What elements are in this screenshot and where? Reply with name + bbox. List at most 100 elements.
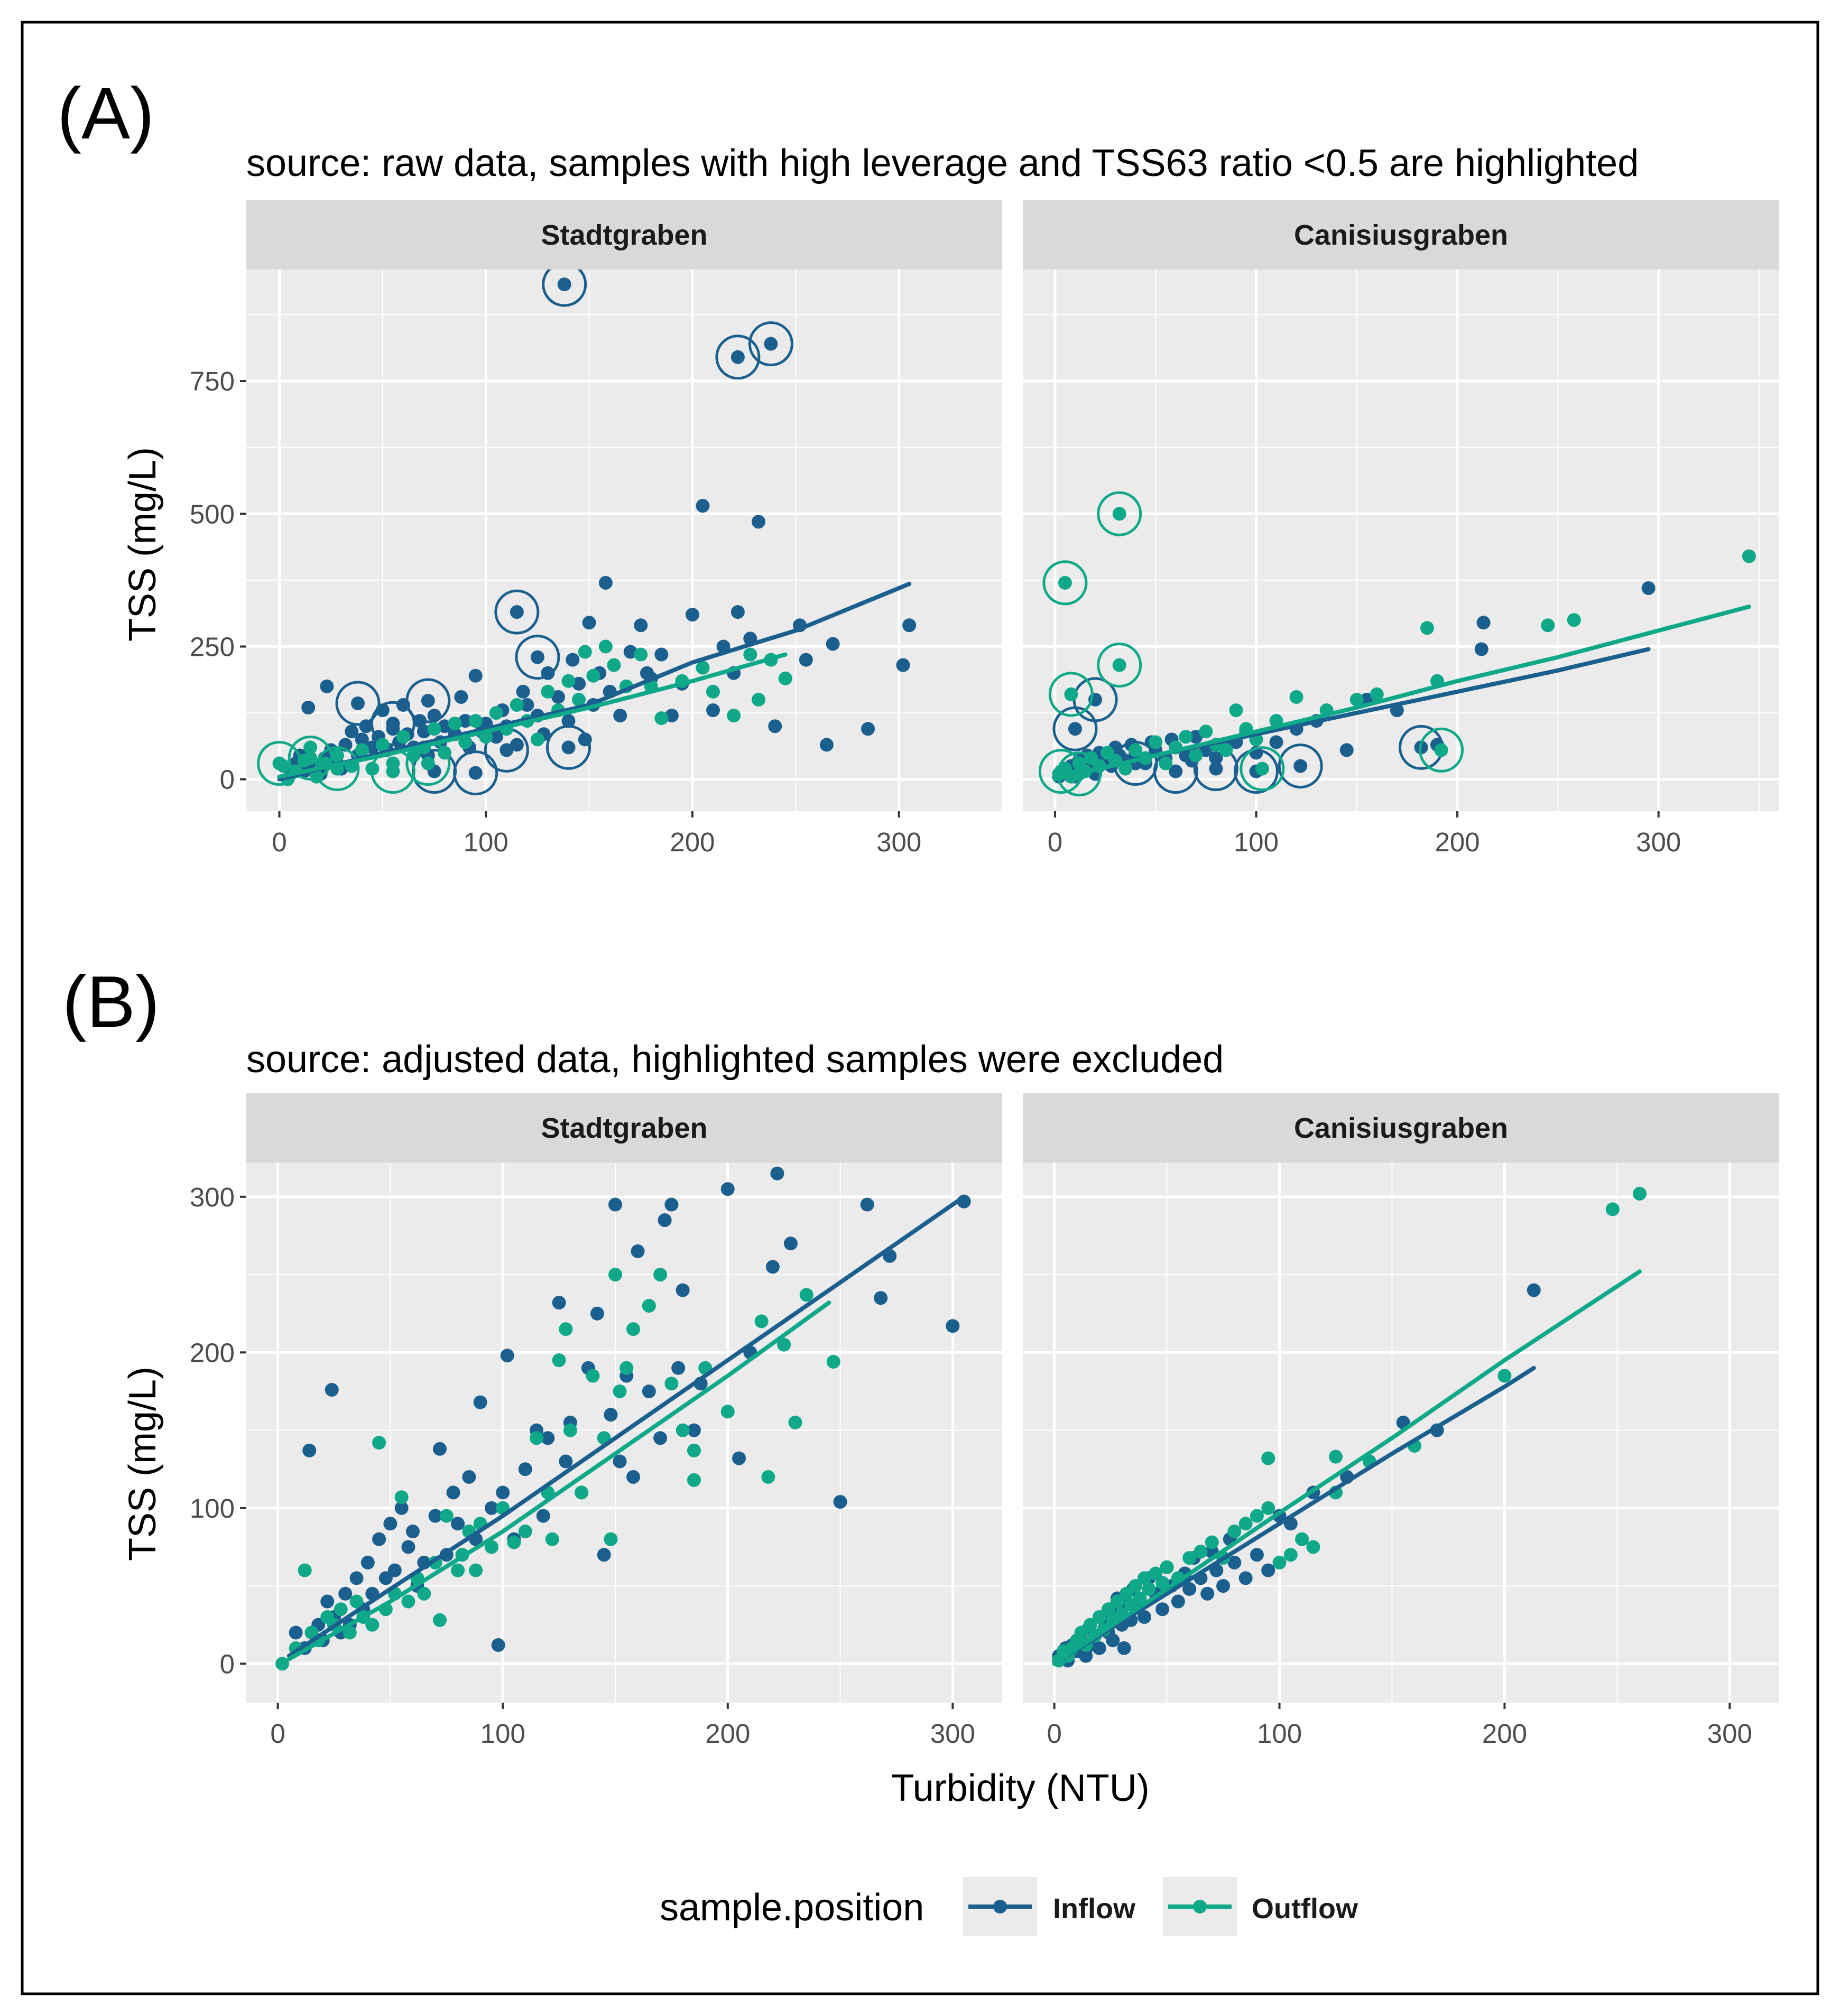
data-point-inflow [552,1296,566,1310]
highlighted-point-inflow [510,605,524,619]
facet-strip [1023,1093,1779,1163]
data-point-outflow [607,658,621,672]
data-point-outflow [578,645,592,659]
highlighted-point-inflow [468,766,483,780]
data-point-inflow [561,714,576,728]
highlighted-point-inflow [386,717,400,731]
data-point-inflow [289,1625,303,1640]
data-point-outflow [620,1361,634,1375]
data-point-outflow [1189,748,1203,763]
data-point-outflow [451,1563,465,1577]
highlighted-point-inflow [561,740,576,755]
highlighted-point-inflow [1068,722,1082,736]
data-point-outflow [788,1415,802,1429]
data-point-inflow [826,637,840,651]
data-point-outflow [330,748,344,763]
data-point-inflow [676,1283,690,1297]
data-point-outflow [1182,1551,1197,1565]
data-point-inflow [664,1197,679,1212]
x-tick-label: 0 [1048,827,1062,857]
data-point-outflow [1160,1560,1174,1574]
data-point-outflow [778,671,792,685]
highlighted-point-inflow [1293,759,1308,773]
plot-background [1023,270,1779,811]
data-point-outflow [563,1423,577,1437]
data-point-inflow [438,719,452,733]
data-point-outflow [1227,1525,1242,1539]
highlighted-point-inflow [557,277,571,292]
fit-line-outflow [1052,1269,1642,1666]
data-point-outflow [586,668,600,683]
highlight-ring-outflow [1097,643,1142,688]
data-point-inflow [946,1319,960,1333]
data-point-outflow [743,647,757,662]
fit-line-outflow [286,1300,831,1661]
data-point-inflow [613,709,627,723]
data-point-inflow [608,1197,622,1212]
data-point-inflow [518,1462,532,1476]
x-tick-label: 300 [1707,1718,1752,1749]
data-point-outflow [530,732,544,747]
highlighted-point-outflow [1058,575,1072,590]
highlighted-point-outflow [421,756,435,770]
data-point-outflow [1199,724,1213,739]
facet-panels: 0 100 200 300 0 250 500 750 Stadtgraben 0 100 200 30… [190,200,1779,1749]
data-point-inflow [433,1442,447,1456]
x-tick-label: 0 [270,1718,285,1749]
data-point-inflow [590,1306,604,1321]
data-point-outflow [572,692,586,707]
x-tick-label: 300 [930,1718,975,1749]
data-point-inflow [874,1291,888,1305]
data-point-outflow [676,1423,690,1437]
data-point-inflow [768,719,782,733]
data-point-outflow [1289,690,1303,704]
data-point-outflow [1159,756,1173,770]
data-point-outflow [396,730,410,744]
data-point-outflow [298,1563,312,1577]
data-point-inflow [428,1509,442,1523]
facet-strip [246,1093,1002,1163]
data-point-inflow [664,709,679,723]
facet-strip-label: Canisiusgraben [1294,219,1508,251]
data-point-outflow [334,1602,348,1616]
data-point-inflow [468,668,483,683]
data-point-outflow [696,661,710,675]
data-marks [1052,1186,1647,1668]
data-point-outflow [448,717,462,731]
data-point-outflow [642,1298,656,1313]
legend-title: sample.position [660,1887,924,1929]
data-point-inflow [765,1260,780,1274]
data-point-outflow [687,1473,701,1487]
highlight-ring-inflow [335,681,381,726]
data-point-inflow [613,1454,627,1469]
data-point-outflow [1101,1602,1115,1616]
highlight-ring-inflow [748,321,793,367]
highlight-ring-inflow [542,270,587,307]
highlight-ring-inflow [546,724,591,770]
legend-point-outflow [1193,1900,1207,1913]
data-point-outflow [1420,621,1434,635]
highlight-ring-inflow [715,335,761,380]
data-point-inflow [623,645,637,659]
data-point-outflow [751,692,765,707]
data-point-outflow [1261,1451,1275,1465]
data-point-outflow [355,743,369,757]
highlight-ring-outflow [1097,491,1142,536]
x-tick-label: 100 [464,827,508,857]
data-point-inflow [1171,1594,1185,1609]
data-point-outflow [545,1532,559,1546]
data-point-inflow [626,1470,641,1484]
data-point-inflow [566,653,580,667]
data-point-outflow [1283,1548,1298,1562]
highlighted-point-inflow [421,693,435,708]
data-point-inflow [671,1361,686,1375]
highlight-ring-outflow [288,736,333,781]
data-point-inflow [458,714,473,728]
data-point-inflow [301,701,316,715]
data-point-outflow [489,706,503,720]
data-point-inflow [1227,1555,1242,1569]
data-point-inflow [372,1532,386,1546]
series-outflow [275,1268,840,1671]
highlighted-point-outflow [386,764,400,778]
data-point-inflow [770,1166,784,1181]
